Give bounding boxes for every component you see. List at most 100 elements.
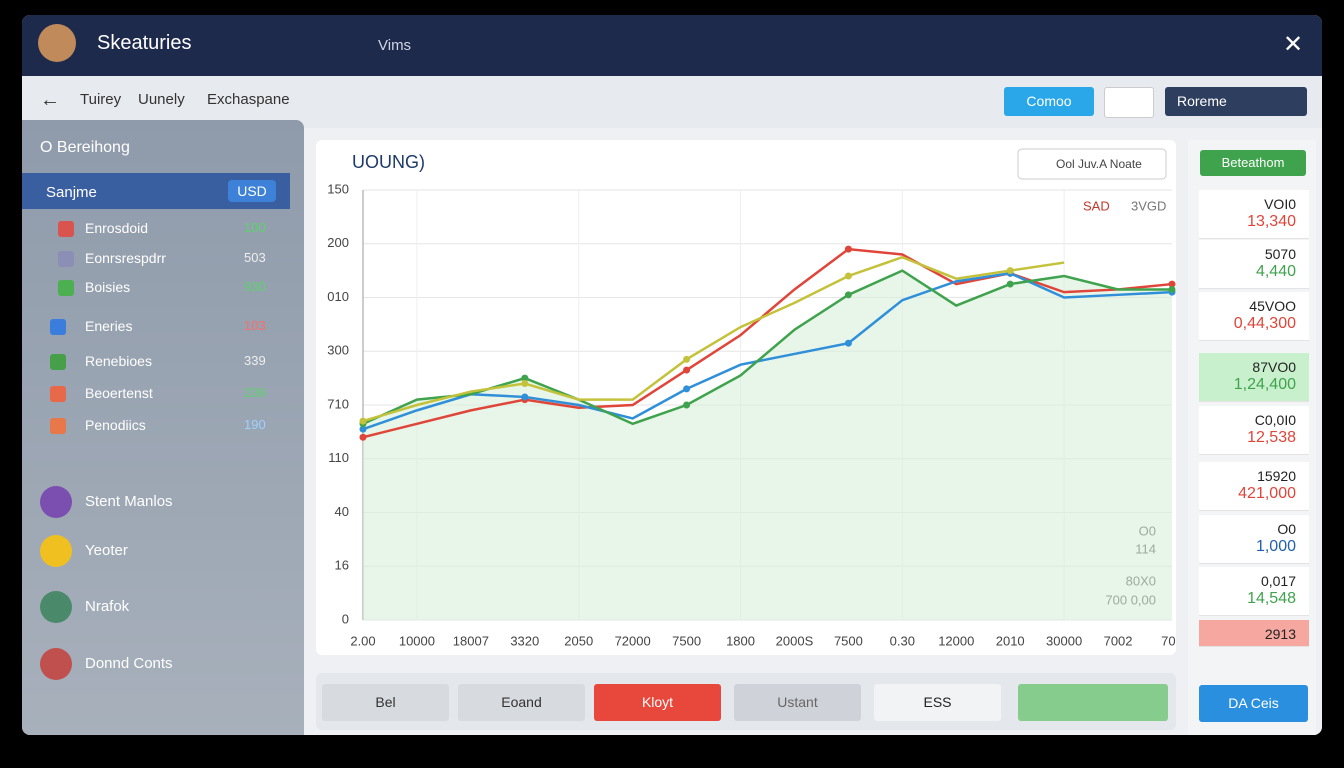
rate-row[interactable] xyxy=(1199,620,1309,647)
point xyxy=(359,417,367,425)
series-line xyxy=(362,272,1173,431)
item-label[interactable]: Enrosdoid xyxy=(85,220,149,236)
x-tick-label: 2050 xyxy=(564,633,593,648)
item-icon xyxy=(58,280,74,296)
y-tick-label: 40 xyxy=(335,504,349,519)
action-button[interactable]: Ustant xyxy=(734,684,861,721)
menu-label[interactable]: Nrafok xyxy=(85,598,130,615)
y-tick-label: 710 xyxy=(327,396,349,411)
rate-label: 0,017 xyxy=(1260,573,1296,589)
rate-row[interactable] xyxy=(1199,406,1309,455)
rate-row[interactable] xyxy=(1199,462,1309,511)
item-value: 103 xyxy=(244,318,266,333)
rate-row[interactable] xyxy=(1199,240,1309,289)
menu-label[interactable]: Stent Manlos xyxy=(85,493,173,510)
rate-value: 1,000 xyxy=(1255,538,1296,555)
point xyxy=(1168,280,1176,288)
rate-value: 1,24,400 xyxy=(1233,376,1296,393)
search-button[interactable] xyxy=(1104,87,1154,118)
x-tick-label: 700 xyxy=(1161,633,1176,648)
x-tick-label: 7002 xyxy=(1104,633,1133,648)
item-icon xyxy=(50,418,66,434)
tab[interactable]: Vims xyxy=(378,37,412,54)
x-tick-label: 10000 xyxy=(399,633,435,648)
item-label[interactable]: Eonrsrespdrr xyxy=(85,250,166,266)
item-icon xyxy=(50,319,66,335)
x-tick-label: 30000 xyxy=(1046,633,1082,648)
point xyxy=(683,355,691,363)
action-button[interactable]: Bel xyxy=(322,684,449,721)
item-label[interactable]: Beoertenst xyxy=(85,385,153,401)
top-bar xyxy=(22,15,1322,76)
action-button[interactable] xyxy=(1018,684,1168,721)
item-value: 503 xyxy=(244,250,266,265)
x-tick-label: 2000S xyxy=(776,633,814,648)
rate-row[interactable] xyxy=(1199,515,1309,564)
button[interactable]: Roreme xyxy=(1165,87,1307,116)
y-tick-label: 0 xyxy=(342,611,349,626)
action-button[interactable]: ESS xyxy=(874,684,1001,721)
item-label[interactable]: Boisies xyxy=(85,279,131,295)
x-tick-label: 12000 xyxy=(938,633,974,648)
breadcrumb[interactable]: Exchaspane xyxy=(207,91,290,108)
x-tick-label: 7500 xyxy=(672,633,701,648)
button[interactable]: Comoo xyxy=(1004,87,1094,116)
item-label[interactable]: Penodiics xyxy=(85,417,146,433)
rate-value: 14,548 xyxy=(1247,590,1296,607)
x-tick-label: 2010 xyxy=(996,633,1025,648)
y-tick-label: 300 xyxy=(327,343,349,358)
point xyxy=(521,380,529,387)
series-line xyxy=(362,255,1065,423)
item-icon xyxy=(50,386,66,402)
series-line xyxy=(362,247,1173,439)
point xyxy=(844,339,852,347)
rate-value: 421,000 xyxy=(1238,485,1296,502)
rate-label: 15920 xyxy=(1257,468,1296,484)
action-button[interactable]: DA Ceis xyxy=(1199,685,1308,722)
rate-row[interactable] xyxy=(1199,190,1309,239)
sidebar-title: O Bereihong xyxy=(40,139,130,156)
point xyxy=(683,366,691,374)
action-button[interactable]: Kloyt xyxy=(594,684,721,721)
point xyxy=(1168,285,1176,293)
action-button[interactable]: Eoand xyxy=(458,684,585,721)
rate-label: C0,0I0 xyxy=(1254,412,1296,428)
point xyxy=(844,245,852,253)
app-title: Skeaturies xyxy=(97,32,192,54)
item-label[interactable]: Renebioes xyxy=(85,353,152,369)
search-text: Ool Juv.A Noate xyxy=(1056,157,1142,171)
item-value: 239 xyxy=(244,385,266,400)
rate-label: 87VO0 xyxy=(1252,359,1296,375)
point xyxy=(521,374,529,382)
item-value: 100 xyxy=(244,220,266,235)
point xyxy=(359,433,367,441)
y-tick-label: 110 xyxy=(328,450,349,465)
rate-row[interactable] xyxy=(1199,292,1309,341)
menu-icon xyxy=(40,591,72,623)
point xyxy=(359,425,367,433)
breadcrumb[interactable]: Tuirey xyxy=(80,91,122,108)
item-value: 339 xyxy=(244,353,266,368)
breadcrumb[interactable]: Uunely xyxy=(138,91,185,108)
selected-label: Sanjme xyxy=(46,184,97,201)
x-tick-label: 2.00 xyxy=(350,633,375,648)
close-icon[interactable]: ✕ xyxy=(1283,31,1304,58)
series-line xyxy=(362,269,1172,426)
y-tick-label: 200 xyxy=(327,235,349,250)
x-tick-label: 7500 xyxy=(834,633,863,648)
menu-label[interactable]: Donnd Conts xyxy=(85,655,173,672)
menu-label[interactable]: Yeoter xyxy=(85,542,128,559)
rate-row[interactable] xyxy=(1199,353,1309,402)
chart-title: UOUNG) xyxy=(352,152,425,172)
x-tick-label: 3320 xyxy=(510,633,539,648)
chart-tab: 3VGD xyxy=(1131,198,1166,213)
item-value: 930 xyxy=(244,279,266,294)
rate-row[interactable] xyxy=(1199,567,1309,616)
item-icon xyxy=(58,221,74,237)
rates-button[interactable]: Beteathom xyxy=(1200,150,1306,176)
rate-value: 12,538 xyxy=(1247,429,1296,446)
x-tick-label: 18007 xyxy=(453,633,489,648)
point xyxy=(844,291,852,299)
back-icon[interactable]: ← xyxy=(40,89,60,111)
item-label[interactable]: Eneries xyxy=(85,318,133,334)
